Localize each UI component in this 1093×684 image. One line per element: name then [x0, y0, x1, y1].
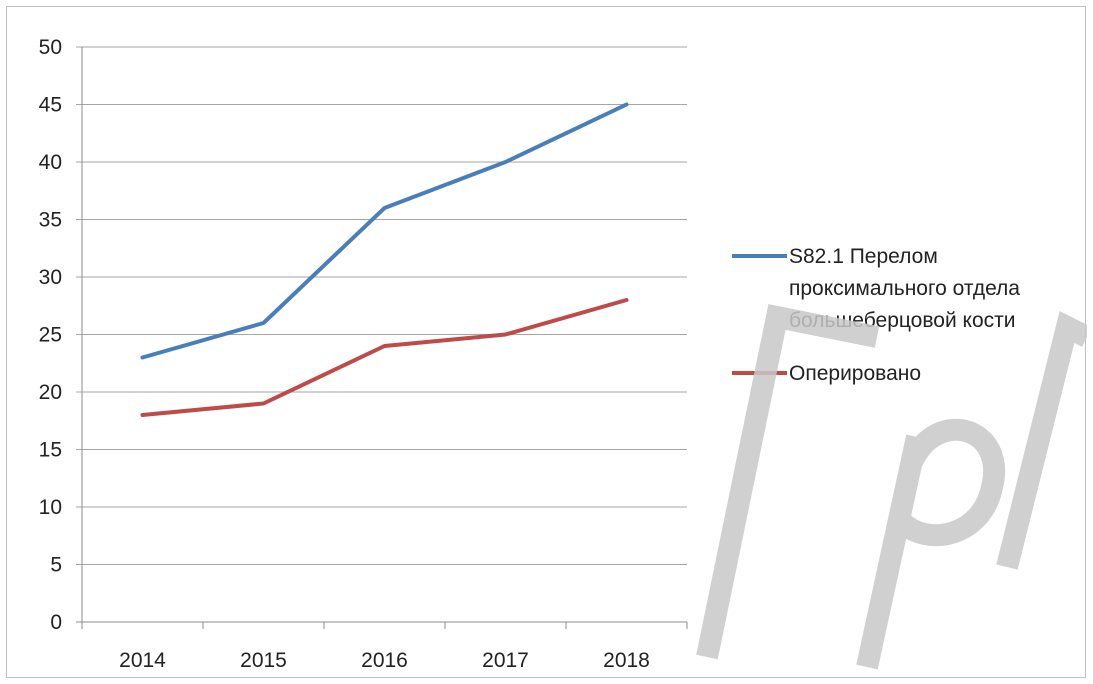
- y-tick-label: 35: [39, 209, 62, 232]
- legend-label: S82.1 Перелом: [789, 245, 938, 268]
- y-tick-label: 50: [39, 36, 62, 59]
- x-tick-label: 2015: [240, 649, 287, 672]
- legend-label: Оперировано: [789, 362, 921, 385]
- series-line-2: [140, 298, 629, 417]
- y-tick-label: 15: [39, 439, 62, 462]
- x-tick-label: 2016: [361, 649, 408, 672]
- x-tick-label: 2014: [119, 649, 166, 672]
- gridlines: [76, 46, 687, 565]
- watermark-logo: [696, 304, 1087, 670]
- y-tick-label: 10: [39, 496, 62, 519]
- y-tick-labels: 0 5 10 15 20 25 30 35 40 45 50: [39, 36, 62, 634]
- chart-frame: 0 5 10 15 20 25 30 35 40 45 50 2014 2015 2016 2017 201…: [6, 6, 1087, 678]
- series-lines: [140, 102, 629, 417]
- y-tick-label: 20: [39, 381, 62, 404]
- x-tick-labels: 2014 2015 2016 2017 2018: [119, 649, 650, 672]
- axes: [76, 47, 688, 629]
- y-tick-label: 5: [50, 554, 62, 577]
- legend-label: проксимального отдела: [789, 277, 1020, 300]
- y-tick-label: 40: [39, 151, 62, 174]
- y-tick-label: 25: [39, 324, 62, 347]
- x-tick-label: 2017: [482, 649, 529, 672]
- y-tick-label: 45: [39, 94, 62, 117]
- x-tick-label: 2018: [603, 649, 650, 672]
- y-tick-label: 30: [39, 266, 62, 289]
- y-tick-label: 0: [50, 611, 62, 634]
